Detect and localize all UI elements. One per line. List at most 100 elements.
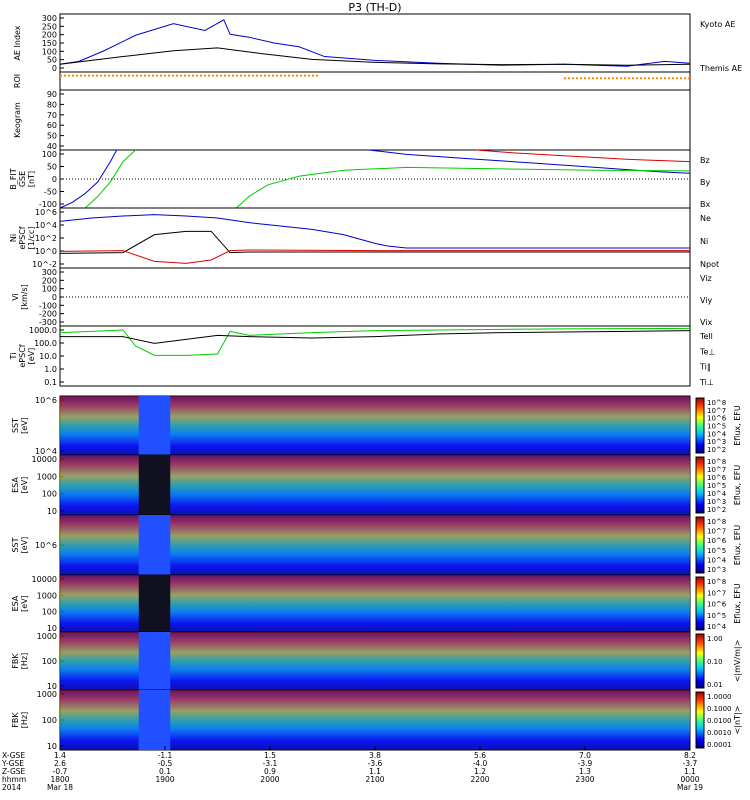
- y-tick-label: 100: [42, 285, 57, 294]
- colorbar-tick-label: 0.0001: [707, 741, 732, 749]
- colorbar-tick-label: 10^8: [707, 458, 726, 466]
- colorbar-tick-label: 10^6: [707, 415, 727, 423]
- colorbar-tick-label: 0.10: [707, 658, 723, 666]
- y-axis-label: [1/cc]: [27, 227, 36, 250]
- colorbar: [695, 456, 705, 514]
- y-tick-label: 100: [42, 47, 57, 56]
- legend-entry: Tell: [699, 332, 713, 341]
- colorbar: [695, 691, 705, 749]
- legend-entry: Bx: [700, 200, 710, 209]
- panel-frame: [59, 89, 691, 151]
- colorbar: [695, 516, 705, 574]
- series-line: [475, 149, 691, 163]
- colorbar-tick-label: 10^5: [707, 482, 726, 490]
- legend-entry: Kyoto AE: [700, 20, 735, 29]
- y-tick-label: 100: [42, 608, 57, 617]
- panel-fbk_b: FBK [Hz] 1000 100 10 1.0000 0.1000 0.0100 0.0010…: [11, 689, 742, 751]
- series-line: [59, 214, 690, 249]
- data-gap: [138, 575, 171, 632]
- y-axis-label: ESA: [11, 477, 20, 493]
- x-tick-label: 1.1: [684, 767, 696, 776]
- x-tick-label: 1.3: [579, 767, 591, 776]
- y-tick-label: 200: [42, 276, 57, 285]
- colorbar-tick-label: 10^6: [707, 601, 727, 609]
- y-axis-label: AE Index: [13, 25, 22, 60]
- colorbar-tick-label: 10^7: [707, 407, 726, 415]
- y-tick-label: 10: [47, 742, 57, 751]
- y-tick-label: 0: [52, 64, 57, 73]
- x-tick-label: 0000: [680, 775, 699, 784]
- panel-frame: [59, 71, 691, 91]
- panel-frame: [59, 207, 691, 269]
- y-tick-label: 300: [42, 268, 57, 277]
- legend-entry: Viy: [700, 296, 713, 305]
- legend-entry: Ti⊥: [699, 378, 714, 387]
- y-tick-label: 10000: [32, 455, 57, 464]
- panel-frame: [59, 13, 691, 73]
- colorbar-tick-label: 10^8: [707, 578, 726, 586]
- y-tick-label: 1000.0: [29, 326, 57, 335]
- x-tick-label: -3.6: [368, 759, 383, 768]
- colorbar-label: Eflux, EFU: [733, 583, 742, 624]
- x-tick-label: 3.8: [369, 751, 381, 760]
- y-tick-label: 10: [47, 682, 57, 691]
- colorbar-tick-label: 10^7: [707, 466, 726, 474]
- colorbar: [695, 633, 705, 689]
- data-gap: [138, 515, 171, 575]
- y-axis-label: Vi: [11, 293, 20, 301]
- x-tick-label: 5.6: [474, 751, 486, 760]
- x-tick-label: 1.2: [474, 767, 486, 776]
- x-tick-label: -1.1: [158, 751, 173, 760]
- colorbar-tick-label: 10^4: [707, 430, 727, 438]
- y-tick-label: 0: [52, 293, 57, 302]
- x-tick-label: 2.6: [54, 759, 66, 768]
- x-row-label: Y-GSE: [1, 759, 24, 768]
- x-row-label: X-GSE: [2, 751, 25, 760]
- series-line: [368, 149, 691, 174]
- y-tick-label: 10^2: [35, 234, 57, 243]
- y-tick-label: 1000: [37, 632, 57, 641]
- x-tick-label: 2300: [575, 775, 594, 784]
- legend-entry: By: [700, 178, 710, 187]
- colorbar-tick-label: 10^5: [707, 612, 726, 620]
- y-axis-label: FBK: [11, 712, 20, 728]
- y-axis-label: [eV]: [27, 348, 36, 365]
- y-tick-label: 50: [47, 56, 57, 65]
- x-tick-label: Mar 18: [47, 783, 73, 792]
- panel-frame: [59, 325, 691, 387]
- y-tick-label: 10^6: [35, 208, 57, 217]
- x-row-label: 2014: [2, 783, 21, 792]
- colorbar-tick-label: 10^4: [707, 490, 727, 498]
- y-tick-label: 40: [47, 142, 57, 151]
- y-tick-label: 250: [42, 22, 57, 31]
- y-axis-label: ePSCf: [18, 344, 27, 367]
- colorbar-tick-label: 10^4: [707, 556, 727, 564]
- colorbar-label: Eflux, EFU: [733, 525, 742, 566]
- colorbar-tick-label: 0.01: [707, 681, 723, 689]
- y-tick-label: 10^-2: [32, 260, 57, 269]
- y-tick-label: 100: [42, 657, 57, 666]
- y-tick-label: 100: [42, 490, 57, 499]
- y-tick-label: -50: [44, 188, 57, 197]
- data-gap: [138, 396, 171, 455]
- series-line: [60, 330, 691, 344]
- colorbar-tick-label: 0.0100: [707, 717, 732, 725]
- colorbar-label: Eflux, EFU: [733, 405, 742, 446]
- series-line: [84, 149, 136, 209]
- panel-roi: ROI: [13, 71, 691, 91]
- colorbar-tick-label: 0.1000: [707, 705, 732, 713]
- x-tick-label: 2100: [365, 775, 384, 784]
- y-axis-label: ESA: [11, 595, 20, 611]
- colorbar-tick-label: 10^2: [707, 506, 726, 514]
- colorbar: [695, 576, 705, 631]
- colorbar-label: Eflux, EFU: [733, 465, 742, 506]
- legend-entry: Bz: [700, 156, 710, 165]
- colorbar-tick-label: 10^4: [707, 623, 727, 631]
- x-tick-label: 1900: [155, 775, 174, 784]
- series-line: [236, 166, 691, 209]
- x-row-label: Z-GSE: [2, 767, 26, 776]
- y-tick-label: 10^4: [35, 447, 57, 456]
